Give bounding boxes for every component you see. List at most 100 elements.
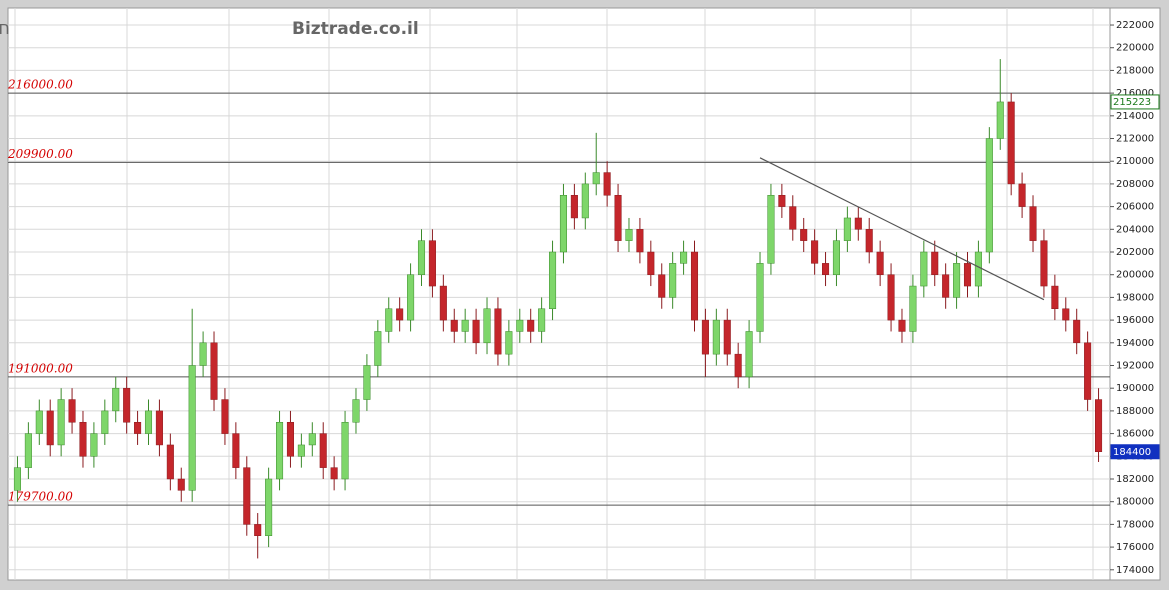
price-marker <box>1110 444 1160 460</box>
candle-body <box>1073 319 1081 344</box>
y-tick-label: 186000 <box>1116 429 1154 440</box>
candle-body <box>974 251 982 287</box>
candle-body <box>690 251 699 321</box>
candle-body <box>909 285 917 332</box>
candle-body <box>472 319 480 344</box>
marks: 215223 184400 <box>13 59 1160 559</box>
candle-body <box>417 240 426 275</box>
candle-body <box>155 410 163 446</box>
candle-body <box>308 433 316 446</box>
candle-body <box>516 319 524 332</box>
candle-body <box>374 331 382 366</box>
candle-body <box>385 308 393 332</box>
price-marker-label: 184400 <box>1113 447 1151 458</box>
candle-body <box>90 433 98 457</box>
candle-body <box>1095 399 1103 453</box>
candle-body <box>669 263 677 298</box>
candle-body <box>636 229 644 253</box>
y-tick-label: 194000 <box>1116 338 1154 349</box>
candle-body <box>134 421 142 434</box>
candle-body <box>887 274 895 321</box>
candle-body <box>243 467 251 525</box>
candle-body <box>538 308 546 332</box>
candle-body <box>13 467 21 491</box>
candle-body <box>811 240 819 264</box>
candle-body <box>123 387 131 423</box>
y-tick-label: 204000 <box>1116 224 1154 235</box>
y-tick-label: 200000 <box>1116 270 1154 281</box>
candle-body <box>210 342 218 400</box>
trend-line <box>759 157 1045 301</box>
candle-body <box>985 138 993 253</box>
y-tick-label: 188000 <box>1116 406 1154 417</box>
y-tick-label: 220000 <box>1116 43 1154 54</box>
candle-body <box>789 206 797 230</box>
candle-body <box>188 365 196 491</box>
candle-body <box>352 399 360 423</box>
candle-body <box>581 183 589 219</box>
candle-body <box>46 410 54 446</box>
candle-body <box>745 331 753 378</box>
y-tick-label: 208000 <box>1116 179 1154 190</box>
candle-body <box>953 263 961 298</box>
candle-body <box>450 319 458 332</box>
candle-body <box>265 478 273 536</box>
candle-body <box>822 263 830 275</box>
candle-body <box>330 467 338 480</box>
candle-body <box>79 421 87 457</box>
y-tick-label: 176000 <box>1116 542 1154 553</box>
candle-body <box>221 399 229 434</box>
candle-body <box>876 251 884 275</box>
candle-body <box>199 342 207 366</box>
candle-body <box>898 319 906 332</box>
candle-body <box>680 251 688 264</box>
candle-body <box>996 101 1004 139</box>
candle-body <box>1029 206 1037 241</box>
candle-body <box>24 433 32 468</box>
candle-body <box>931 251 939 275</box>
candle-body <box>614 195 622 241</box>
candle-body <box>1084 342 1092 400</box>
candle-body <box>286 421 294 457</box>
candle-body <box>494 308 502 355</box>
candle-body <box>942 274 950 298</box>
candle-body <box>647 251 655 275</box>
level-label: 209900.00 <box>7 147 73 161</box>
candle-body <box>1062 308 1070 321</box>
candle-body <box>767 195 775 264</box>
candle-body <box>276 421 284 480</box>
candle-body <box>963 263 972 287</box>
candle-body <box>920 251 928 287</box>
candle-body <box>57 399 65 446</box>
candle-body <box>723 319 731 355</box>
candle-body <box>439 285 447 321</box>
chart-title: חברה לישראל <box>0 18 10 39</box>
candle-body <box>341 421 349 480</box>
candle-body <box>734 353 742 378</box>
candle-body <box>756 263 764 332</box>
candle-body <box>68 399 76 423</box>
candle-body <box>232 433 240 468</box>
candle-body <box>658 274 666 298</box>
y-tick-label: 214000 <box>1116 111 1154 122</box>
price-marker <box>1110 94 1160 110</box>
candle-body <box>1040 240 1048 287</box>
candle-body <box>1007 101 1015 185</box>
candle-body <box>505 331 513 355</box>
candle-body <box>527 319 535 332</box>
level-label: 191000.00 <box>8 361 73 375</box>
candle-body <box>559 195 567 253</box>
candle-body <box>177 478 185 491</box>
candle-body <box>35 410 43 434</box>
candle-body <box>854 217 862 230</box>
y-tick-label: 190000 <box>1116 383 1154 394</box>
candle-body <box>166 444 174 480</box>
y-tick-label: 192000 <box>1116 361 1154 372</box>
candle-body <box>297 444 305 457</box>
candle-body <box>865 229 873 253</box>
level-label: 179700.00 <box>8 490 73 504</box>
y-tick-label: 206000 <box>1116 202 1154 213</box>
y-tick-label: 174000 <box>1116 565 1154 576</box>
candle-body <box>144 410 153 434</box>
